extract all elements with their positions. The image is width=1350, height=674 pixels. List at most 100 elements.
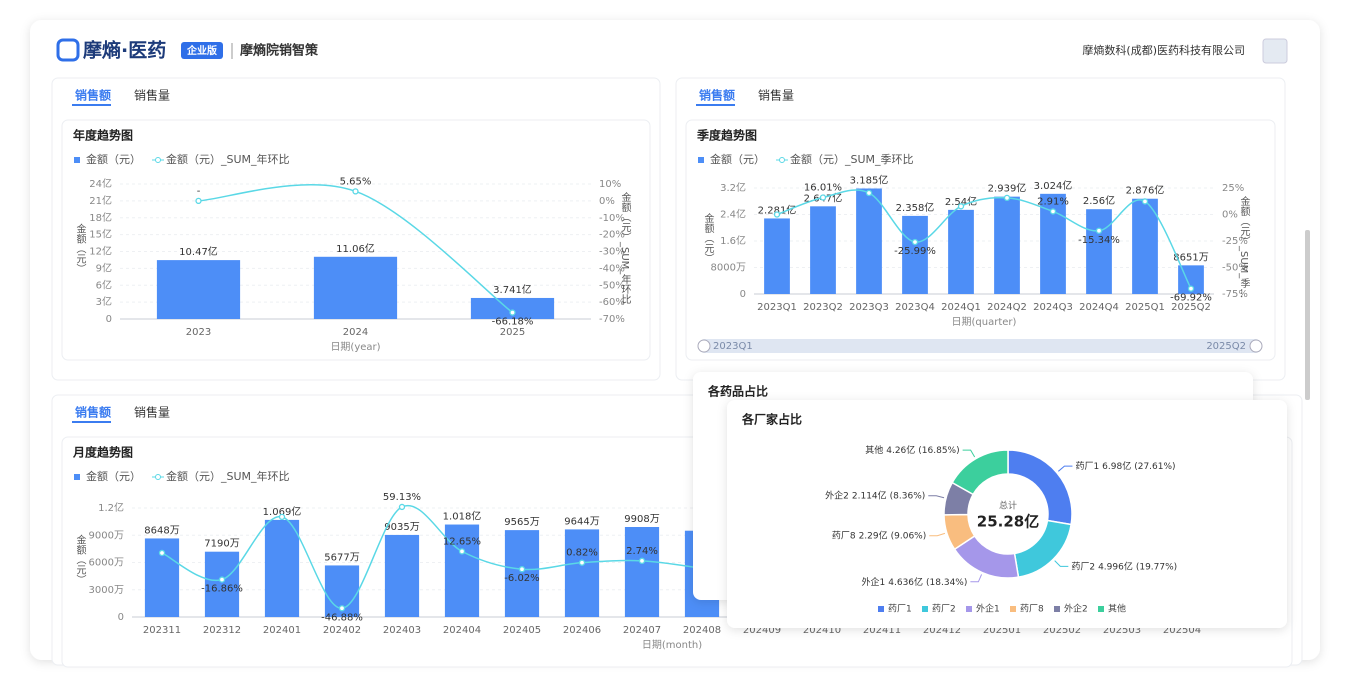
legend-label[interactable]: 药厂8 [1020, 604, 1044, 615]
x-tick-label: 202410 [803, 625, 841, 636]
y-tick-label: 8000万 [711, 263, 746, 274]
x-tick-label: 202311 [143, 625, 181, 636]
popup [727, 400, 1287, 628]
point [398, 503, 406, 511]
slice-name: 外企1 [862, 575, 886, 587]
scrollbar[interactable] [1305, 230, 1310, 400]
legend-swatch [155, 474, 161, 480]
point-label: 16.01% [804, 183, 842, 194]
y-tick-label: 15亿 [89, 228, 112, 241]
x-tick-label: 202407 [623, 625, 661, 636]
point [509, 309, 516, 316]
bar [264, 519, 300, 617]
point-label: -46.88% [321, 612, 363, 623]
tab[interactable]: 销售量 [134, 88, 170, 103]
legend-label[interactable]: 其他 [1108, 603, 1126, 615]
y-axis-title: 金额（元） [74, 222, 86, 273]
legend-swatch [74, 157, 80, 163]
avatar[interactable] [1262, 38, 1288, 64]
slider-start: 2023Q1 [713, 341, 753, 352]
slice-amount: 4.26亿 [886, 444, 915, 456]
bar [504, 530, 540, 617]
chart-title: 月度趋势图 [72, 445, 133, 460]
bar-label: 2.56亿 [1083, 194, 1115, 207]
slice-amount: 2.29亿 [859, 529, 888, 541]
bar [384, 534, 420, 617]
legend-label[interactable]: 外企2 [1064, 603, 1088, 615]
x-tick-label: 202501 [983, 625, 1021, 636]
point [819, 194, 827, 201]
x-tick-label: 2025Q2 [1171, 302, 1211, 313]
point [158, 549, 166, 557]
slice-label: 外企1 4.636亿 (18.34%) [862, 575, 968, 587]
slice-name: 药厂1 [1075, 461, 1099, 472]
line [776, 189, 1192, 289]
point-label: 2.91% [1037, 196, 1069, 207]
y-tick-label: 1.6亿 [720, 234, 746, 247]
bar [810, 206, 836, 294]
y-tick-label: 0 [106, 314, 112, 325]
bar [313, 256, 398, 319]
legend-swatch [1054, 606, 1060, 612]
y-tick-label: 9亿 [96, 261, 112, 274]
legend-label[interactable]: 药厂1 [888, 604, 912, 615]
point-label: 5.65% [340, 176, 372, 187]
point [1003, 194, 1011, 201]
bar-label: 2.939亿 [988, 182, 1027, 195]
company[interactable]: 摩熵数科(成都)医药科技有限公司 [1082, 43, 1245, 57]
slice-amount: 4.636亿 [888, 575, 923, 587]
bar [564, 529, 600, 617]
x-axis-title: 日期(quarter) [952, 316, 1017, 328]
x-tick-label: 2023Q4 [895, 302, 935, 313]
bar-label: 9035万 [384, 522, 419, 533]
point-label: -16.86% [201, 584, 243, 595]
slice-label: 药厂2 4.996亿 (19.77%) [1071, 560, 1177, 572]
y-tick-label: 0 [740, 289, 746, 300]
y2-tick-label: -60% [599, 297, 625, 308]
tab[interactable]: 销售量 [134, 405, 170, 420]
bar [902, 215, 928, 294]
tab[interactable]: 销售量 [758, 88, 794, 103]
x-axis-title: 日期(month) [642, 639, 702, 651]
slider-handle[interactable] [1249, 339, 1263, 353]
slice-label: 药厂8 2.29亿 (9.06%) [832, 529, 926, 541]
slice-percent: (27.61%) [1134, 462, 1175, 472]
point [578, 559, 586, 566]
tab[interactable]: 销售额 [75, 405, 111, 420]
bar-label: 9908万 [624, 514, 659, 525]
x-tick-label: 202412 [923, 625, 961, 636]
legend-label[interactable]: 外企1 [976, 603, 1000, 615]
slice-amount: 2.114亿 [852, 489, 887, 501]
slice-percent: (9.06%) [891, 531, 927, 541]
slice-amount: 6.98亿 [1102, 460, 1131, 472]
tab[interactable]: 销售额 [75, 88, 111, 103]
y-tick-label: 3000万 [89, 585, 124, 596]
slice-percent: (8.36%) [890, 491, 926, 501]
leader-line [929, 532, 946, 537]
bar-label: 1.069亿 [263, 505, 302, 518]
x-tick-label: 2023Q3 [849, 302, 889, 313]
point-label: - [197, 186, 201, 197]
y-tick-label: 1.2亿 [98, 501, 124, 514]
x-tick-label: 202504 [1163, 625, 1201, 636]
point [773, 211, 781, 218]
x-tick-label: 202406 [563, 625, 601, 636]
x-tick-label: 2024 [343, 327, 368, 338]
legend-label[interactable]: 药厂2 [932, 604, 956, 615]
x-tick-label: 2024Q3 [1033, 302, 1073, 313]
point [1049, 208, 1057, 215]
bar-label: 3.741亿 [493, 283, 532, 296]
point-label: 12.65% [443, 536, 481, 547]
tab[interactable]: 销售额 [699, 88, 735, 103]
legend-label: 金额（元）_SUM_年环比 [166, 152, 290, 166]
y-tick-label: 18亿 [89, 211, 112, 224]
legend-label: 金额（元） [86, 469, 141, 483]
x-tick-label: 202409 [743, 625, 781, 636]
bar-label: 2.876亿 [1126, 184, 1165, 197]
bar [1132, 198, 1158, 294]
bar-label: 11.06亿 [336, 242, 375, 255]
slice-amount: 4.996亿 [1098, 560, 1133, 572]
slider-handle[interactable] [697, 339, 711, 353]
slider[interactable] [698, 339, 1262, 353]
